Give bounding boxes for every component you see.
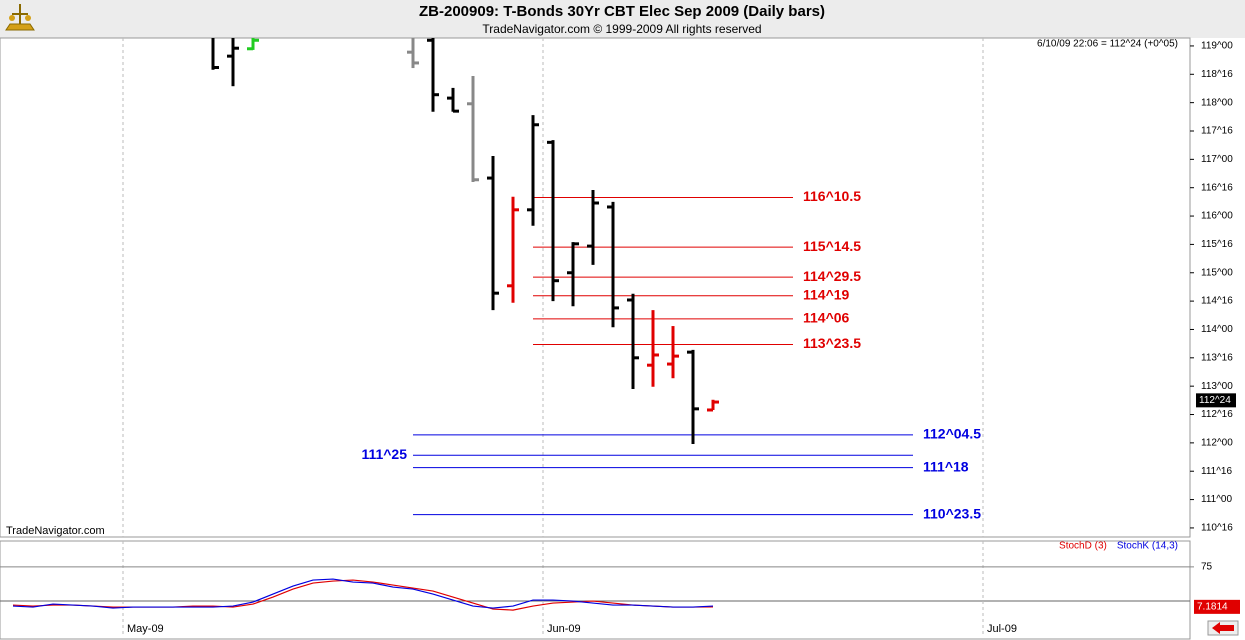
ohlc-bar <box>707 399 719 412</box>
y-tick-label: 114^16 <box>1201 296 1233 307</box>
ohlc-bar <box>527 115 539 226</box>
level-label: 114^29.5 <box>803 268 861 284</box>
y-tick-label: 117^00 <box>1201 154 1233 165</box>
ohlc-bar <box>607 201 619 328</box>
y-tick-label: 116^16 <box>1201 182 1233 193</box>
legend-entry: StochK (14,3) <box>1117 541 1178 552</box>
last-price-label: 112^24 <box>1199 395 1231 406</box>
ohlc-bar <box>567 242 579 307</box>
ohlc-bar <box>587 189 599 265</box>
ohlc-bar <box>467 75 479 183</box>
y-tick-label: 111^16 <box>1201 466 1232 477</box>
level-label: 110^23.5 <box>923 505 981 521</box>
ohlc-bar <box>507 196 519 303</box>
ohlc-bar <box>667 326 679 379</box>
y-tick-label: 118^16 <box>1201 69 1233 80</box>
y-tick-label: 114^00 <box>1201 324 1233 335</box>
stoch-last-label: 7.1814 <box>1197 601 1228 612</box>
ohlc-bar <box>627 293 639 390</box>
ohlc-bar <box>427 38 439 112</box>
level-label: 113^23.5 <box>803 335 861 351</box>
stoch-last-box <box>1194 599 1240 614</box>
level-label: 114^19 <box>803 286 850 302</box>
chart-title: ZB-200909: T-Bonds 30Yr CBT Elec Sep 200… <box>419 3 825 20</box>
y-tick-label: 110^16 <box>1201 523 1233 534</box>
scroll-arrow-icon <box>1212 622 1234 634</box>
levels: 116^10.5 115^14.5 114^29.5 114^19 114^06 113^… <box>361 188 981 521</box>
y-tick-label: 117^16 <box>1201 126 1233 137</box>
y-tick-label: 112^16 <box>1201 409 1233 420</box>
x-tick-label: May-09 <box>127 623 164 635</box>
ohlc-bar <box>247 38 259 51</box>
watermark: TradeNavigator.com <box>6 525 105 537</box>
ohlc-bar <box>227 38 239 87</box>
level-label: 111^18 <box>923 458 969 474</box>
y-tick-label: 113^16 <box>1201 352 1233 363</box>
header-bg <box>0 0 1245 38</box>
level-label: 115^14.5 <box>803 238 861 254</box>
ohlc-bar <box>687 349 699 445</box>
y-tick-label: 119^00 <box>1201 41 1233 52</box>
bars <box>211 38 719 445</box>
y-tick-label: 113^00 <box>1201 381 1233 392</box>
level-label: 116^10.5 <box>803 188 861 204</box>
ohlc-bar <box>647 310 659 387</box>
y-tick-label: 116^00 <box>1201 211 1233 222</box>
quote-info: 6/10/09 22:06 = 112^24 (+0^05) <box>1037 39 1178 50</box>
stoch-line <box>12 578 714 609</box>
level-label: 114^06 <box>803 310 850 326</box>
chart-subtitle: TradeNavigator.com © 1999-2009 All right… <box>482 22 761 36</box>
y-tick-label: 115^16 <box>1201 239 1233 250</box>
logo <box>5 4 35 31</box>
y-tick-label: 115^00 <box>1201 267 1233 278</box>
ohlc-bar <box>407 38 419 69</box>
ohlc-bar <box>487 155 499 311</box>
level-label: 111^25 <box>361 446 407 462</box>
level-label: 112^04.5 <box>923 426 981 442</box>
ohlc-bar <box>211 38 219 70</box>
ohlc-bar <box>447 87 459 113</box>
legend-entry: StochD (3) <box>1059 541 1107 552</box>
scroll-arrow[interactable] <box>1207 620 1239 636</box>
x-tick-label: Jun-09 <box>547 623 581 635</box>
last-price-box <box>1196 393 1236 408</box>
y-tick-label: 118^00 <box>1201 97 1233 108</box>
ohlc-bar <box>547 140 559 302</box>
y-tick-label: 111^00 <box>1201 494 1232 505</box>
y-tick-label: 112^00 <box>1201 438 1233 449</box>
stoch-tick-label: 75 <box>1201 562 1213 573</box>
stoch-pane <box>0 540 1191 640</box>
price-pane <box>0 37 1191 538</box>
x-tick-label: Jul-09 <box>987 623 1017 635</box>
